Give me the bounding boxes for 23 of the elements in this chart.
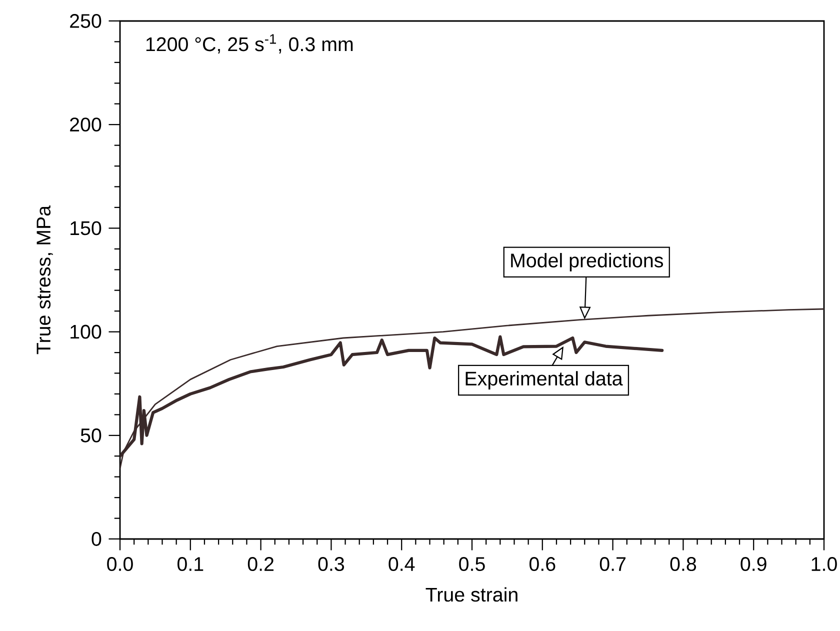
x-tick-label: 1.0	[812, 557, 837, 572]
annotation: Experimental data	[466, 371, 623, 390]
x-tick-label: 0.3	[318, 557, 344, 572]
x-tick-label: 0.6	[529, 557, 556, 572]
y-tick-label: 50	[80, 428, 102, 442]
x-tick-label: 0.4	[388, 557, 415, 572]
y-tick-label: 200	[70, 118, 102, 132]
y-tick-label: 250	[70, 14, 102, 28]
line-series	[120, 308, 824, 470]
x-tick-label: 0.2	[248, 557, 274, 572]
x-tick-label: 0.9	[740, 557, 766, 572]
x-tick-label: 0.0	[107, 557, 133, 572]
x-axis-title: True strain	[426, 587, 518, 602]
x-tick-label: 0.7	[600, 557, 626, 572]
x-tick-label: 0.8	[670, 557, 696, 572]
y-tick-label: 150	[70, 221, 102, 236]
y-tick-label: 0	[92, 532, 102, 546]
annotation: Model predictions	[511, 252, 664, 272]
text: 1200 °C, 25 s$^{-1}$, 0.3 mm	[146, 34, 353, 54]
x-tick-label: 0.1	[177, 557, 204, 572]
x-tick-label: 0.5	[459, 557, 485, 572]
y-axis-title: True stress, MPa	[36, 205, 53, 354]
y-tick-label: 100	[70, 324, 102, 339]
